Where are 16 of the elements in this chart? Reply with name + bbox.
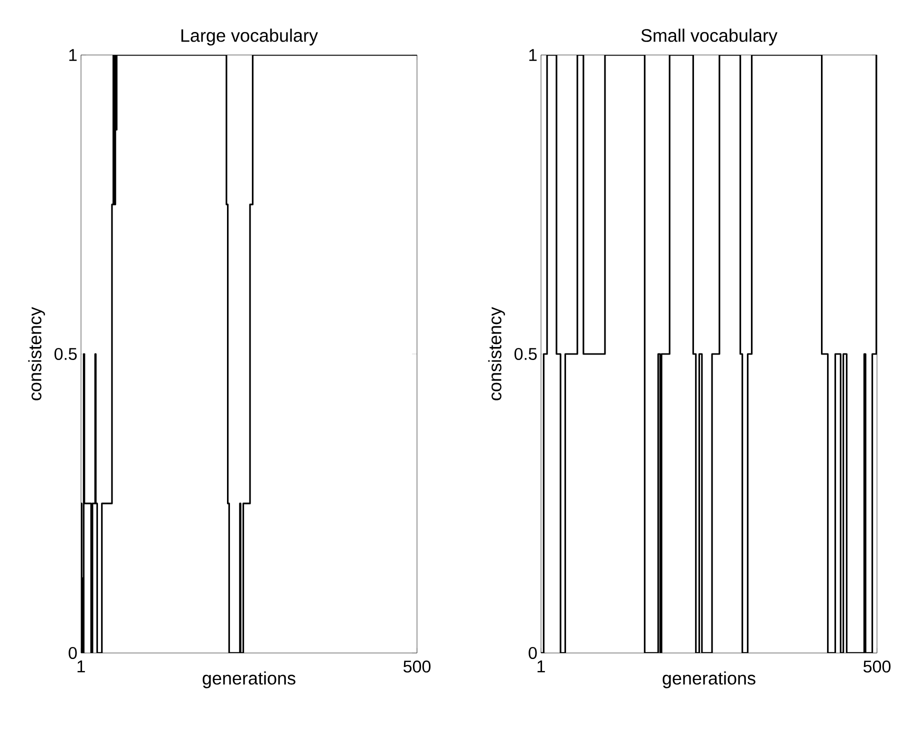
y-axis-title: consistency: [28, 307, 45, 400]
y-tick-label: 0: [68, 646, 77, 660]
x-tick-label: 500: [403, 660, 431, 673]
y-tick-label: 0.5: [54, 348, 77, 360]
x-tick-label: 1: [538, 660, 545, 672]
y-axis-title: consistency: [488, 307, 505, 400]
y-tick-label: 1: [69, 49, 77, 61]
x-tick-label: 1: [78, 660, 85, 672]
y-tick-label: 0.5: [514, 348, 537, 360]
chart-title: Small vocabulary: [641, 28, 778, 46]
y-tick-label: 1: [529, 49, 537, 61]
chart-title: Large vocabulary: [181, 28, 318, 46]
y-tick-label: 0: [528, 646, 537, 660]
x-tick-label: 500: [863, 660, 891, 673]
x-axis-title: generations: [202, 671, 296, 688]
x-axis-title: generations: [662, 671, 756, 688]
